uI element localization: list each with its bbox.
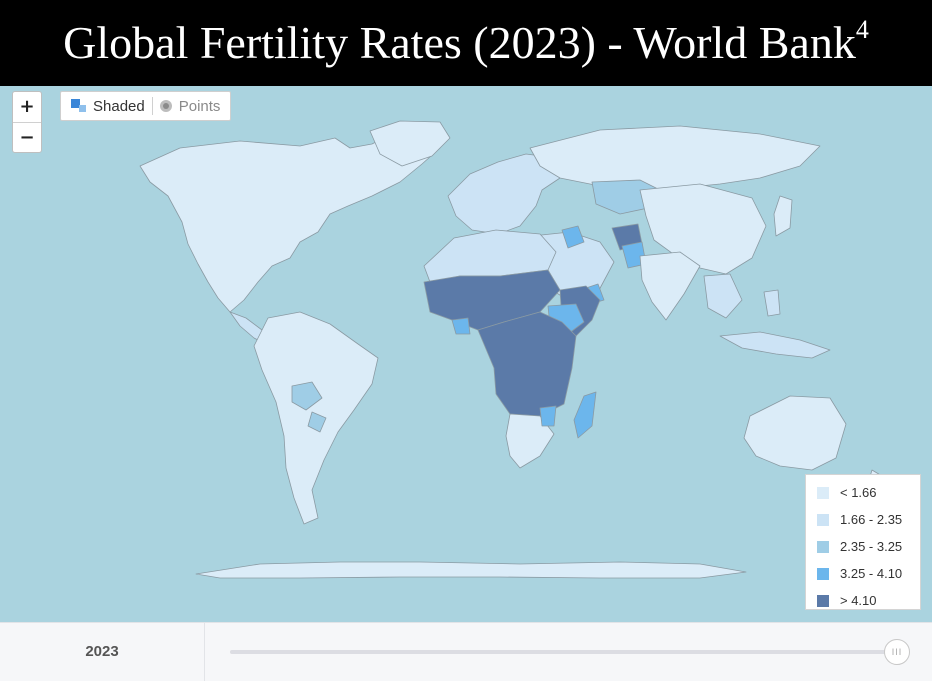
region-iraq bbox=[561, 225, 585, 249]
legend-label: < 1.66 bbox=[840, 485, 877, 500]
legend-swatch bbox=[817, 540, 829, 553]
region-europe bbox=[447, 153, 561, 235]
shaded-map-icon bbox=[71, 99, 87, 113]
region-philippines bbox=[763, 289, 781, 317]
region-north-america bbox=[139, 133, 441, 313]
title-text: Global Fertility Rates (2023) - World Ba… bbox=[63, 17, 856, 68]
region-russia bbox=[529, 125, 821, 191]
legend-item[interactable]: 3.25 - 4.10 bbox=[806, 560, 920, 587]
region-bolivia bbox=[291, 381, 323, 411]
page-title: Global Fertility Rates (2023) - World Ba… bbox=[0, 0, 932, 86]
legend-label: 3.25 - 4.10 bbox=[840, 566, 903, 581]
legend-label: > 4.10 bbox=[840, 593, 877, 608]
world-map[interactable] bbox=[0, 86, 932, 622]
mode-shaded-button[interactable]: Shaded bbox=[71, 98, 145, 115]
map-legend: < 1.66 1.66 - 2.35 2.35 - 3.25 3.25 - 4.… bbox=[805, 474, 921, 610]
legend-item[interactable]: 2.35 - 3.25 bbox=[806, 533, 920, 560]
region-antarctica bbox=[195, 561, 747, 579]
zoom-control: + − bbox=[12, 91, 42, 153]
mode-points-button[interactable]: Points bbox=[159, 97, 221, 115]
points-map-icon bbox=[159, 100, 172, 112]
region-australia bbox=[743, 395, 847, 471]
region-southeast-asia bbox=[703, 273, 743, 319]
title-footnote: 4 bbox=[855, 14, 869, 44]
region-zimbabwe bbox=[539, 405, 557, 427]
region-indonesia bbox=[719, 331, 831, 359]
legend-swatch bbox=[817, 486, 829, 499]
timeline-track[interactable] bbox=[230, 650, 900, 654]
legend-swatch bbox=[817, 594, 829, 607]
region-paraguay bbox=[307, 411, 327, 433]
region-japan bbox=[773, 195, 793, 237]
zoom-in-button[interactable]: + bbox=[19, 96, 35, 117]
legend-swatch bbox=[817, 513, 829, 526]
region-india bbox=[639, 251, 701, 321]
mode-divider bbox=[151, 97, 153, 115]
mode-shaded-label: Shaded bbox=[93, 97, 145, 115]
timeline-bar: 2023 III bbox=[0, 622, 932, 681]
mode-points-label: Points bbox=[178, 97, 221, 115]
map-mode-toggle: Shaded Points bbox=[60, 91, 232, 121]
legend-label: 1.66 - 2.35 bbox=[840, 512, 903, 527]
timeline-year: 2023 bbox=[0, 623, 205, 681]
region-greenland bbox=[369, 120, 451, 167]
legend-label: 2.35 - 3.25 bbox=[840, 539, 903, 554]
zoom-out-button[interactable]: − bbox=[13, 122, 41, 153]
region-central-africa bbox=[477, 311, 577, 417]
legend-item[interactable]: > 4.10 bbox=[806, 587, 920, 614]
timeline-slider-handle[interactable]: III bbox=[884, 639, 910, 665]
legend-item[interactable]: 1.66 - 2.35 bbox=[806, 506, 920, 533]
map-svg bbox=[139, 120, 883, 579]
region-madagascar bbox=[573, 391, 597, 439]
legend-item[interactable]: < 1.66 bbox=[806, 479, 920, 506]
region-ghana bbox=[451, 317, 471, 335]
legend-swatch bbox=[817, 567, 829, 580]
